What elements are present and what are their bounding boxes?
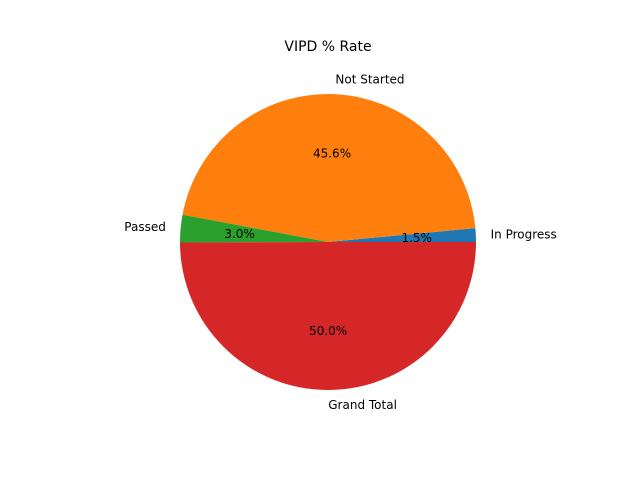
pie-labels: In Progress 1.5% Not Started 45.6% Passed 3.0… <box>124 72 556 411</box>
slice-percent-in-progress: 1.5% <box>401 231 432 245</box>
slice-label-passed: Passed <box>124 220 166 234</box>
pie-slice-passed <box>180 214 328 243</box>
pie-slice-not-started <box>182 93 476 242</box>
pie-slice-grand-total <box>180 242 476 390</box>
slice-percent-grand-total: 50.0% <box>309 324 347 338</box>
pie-slice-in-progress <box>328 228 476 242</box>
slice-percent-not-started: 45.6% <box>313 146 351 160</box>
chart-title: VIPD % Rate <box>284 39 371 55</box>
slice-label-in-progress: In Progress <box>491 227 557 241</box>
slice-label-not-started: Not Started <box>335 72 404 86</box>
slice-percent-passed: 3.0% <box>224 227 255 241</box>
pie-slices <box>180 93 476 390</box>
slice-label-grand-total: Grand Total <box>328 398 397 412</box>
